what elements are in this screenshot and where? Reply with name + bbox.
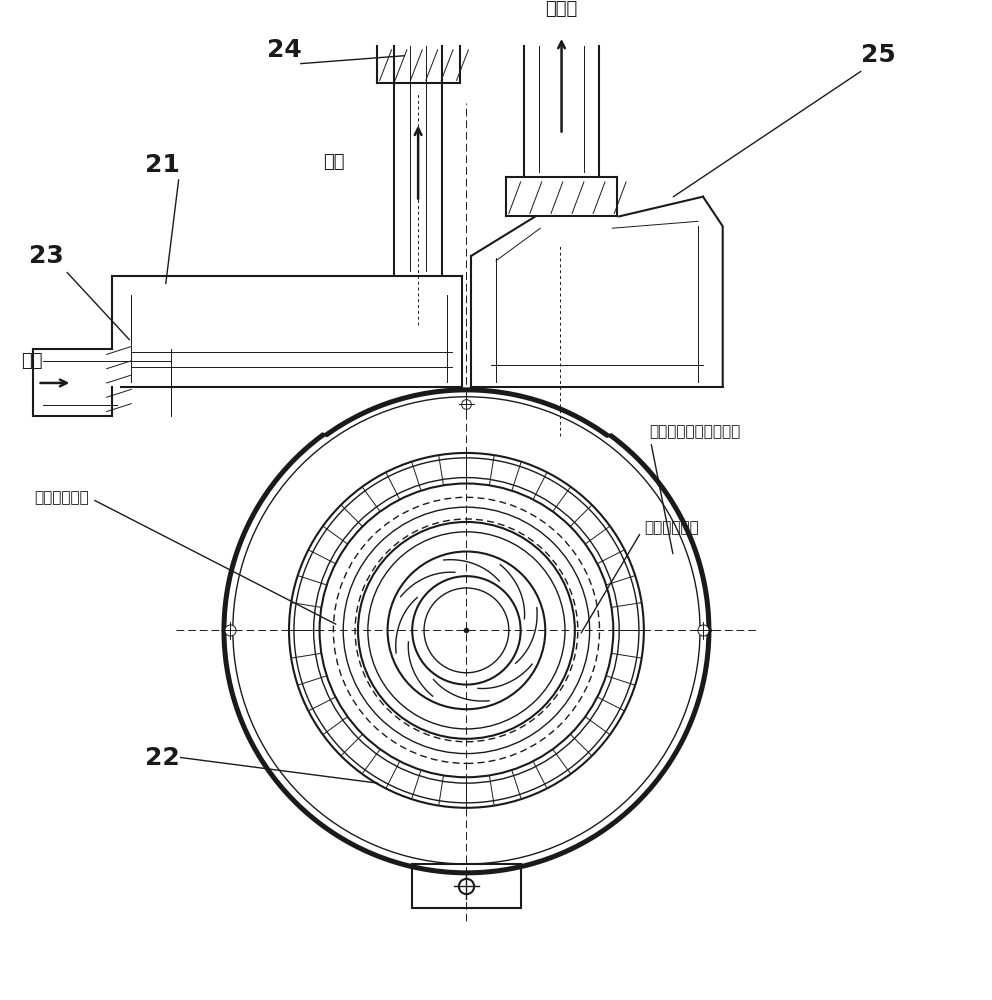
- Text: 21: 21: [146, 153, 181, 177]
- Text: 连续打碎空气: 连续打碎空气: [581, 520, 698, 633]
- Text: 24: 24: [267, 38, 302, 62]
- Text: 纳米水形成、排向出口: 纳米水形成、排向出口: [649, 424, 740, 554]
- Text: 纳米水: 纳米水: [546, 0, 577, 18]
- Text: 机械打碎空气: 机械打碎空气: [35, 490, 336, 624]
- Text: 22: 22: [146, 746, 181, 770]
- Text: 23: 23: [29, 244, 63, 268]
- Text: 进水: 进水: [21, 352, 43, 370]
- Text: 25: 25: [861, 43, 896, 67]
- Text: 进水: 进水: [323, 153, 345, 171]
